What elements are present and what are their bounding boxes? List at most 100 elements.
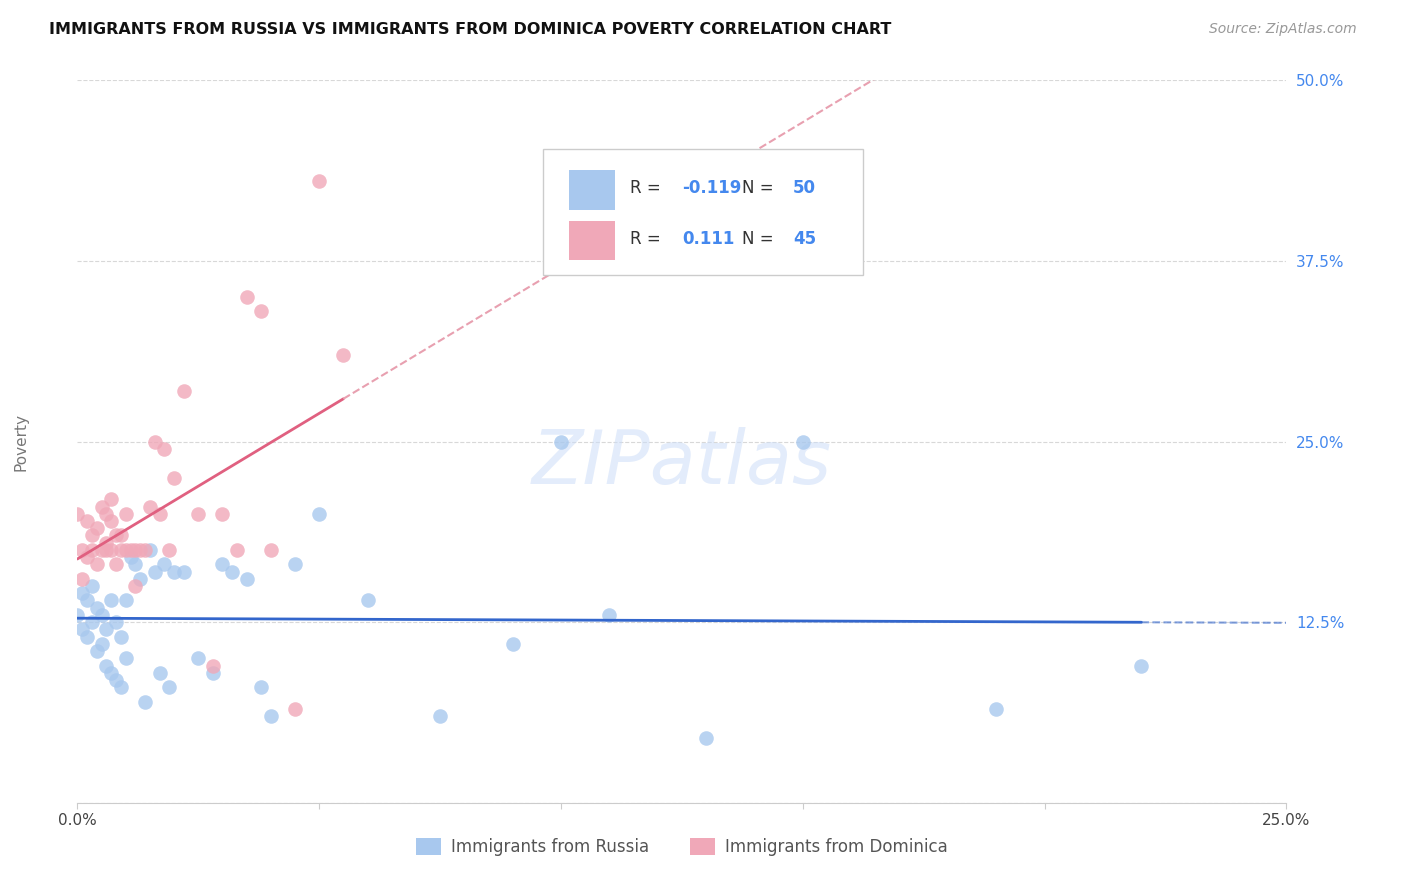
FancyBboxPatch shape (569, 220, 616, 260)
Point (143, 565, 166, 579)
Point (260, 542, 283, 557)
Point (86, 600, 108, 615)
Point (356, 593, 378, 607)
Point (143, 434, 166, 449)
Point (100, 514, 122, 528)
Point (235, 572, 257, 586)
Point (211, 507, 233, 521)
Point (124, 558, 146, 572)
Point (260, 709, 283, 723)
Point (114, 507, 136, 521)
Point (187, 507, 209, 521)
Point (114, 593, 136, 607)
Point (70, 623, 93, 637)
FancyBboxPatch shape (543, 149, 863, 276)
Point (100, 492, 122, 507)
Text: R =: R = (630, 230, 666, 248)
FancyBboxPatch shape (569, 170, 616, 210)
Point (76, 514, 98, 528)
Point (90, 500, 112, 514)
Point (86, 644, 108, 658)
Point (80, 615, 103, 630)
Point (70, 572, 93, 586)
Text: N =: N = (742, 230, 779, 248)
Point (110, 680, 132, 694)
Point (120, 542, 142, 557)
Point (96, 507, 118, 521)
Point (308, 174, 330, 188)
Point (124, 579, 146, 593)
Point (129, 542, 152, 557)
Point (110, 542, 132, 557)
Text: 45: 45 (793, 230, 817, 248)
Point (134, 695, 156, 709)
Point (308, 507, 330, 521)
Text: N =: N = (742, 179, 779, 197)
Point (1130, 658, 1153, 673)
Point (86, 521, 108, 535)
Point (96, 623, 118, 637)
Point (66, 507, 89, 521)
Y-axis label: Poverty: Poverty (14, 412, 28, 471)
Point (250, 304, 273, 318)
Point (86, 558, 108, 572)
Point (429, 709, 451, 723)
Text: 0.111: 0.111 (682, 230, 734, 248)
Point (100, 542, 122, 557)
Point (124, 542, 146, 557)
Point (100, 665, 122, 680)
Text: IMMIGRANTS FROM RUSSIA VS IMMIGRANTS FROM DOMINICA POVERTY CORRELATION CHART: IMMIGRANTS FROM RUSSIA VS IMMIGRANTS FRO… (49, 22, 891, 37)
Point (792, 434, 814, 449)
Point (148, 665, 170, 680)
Point (201, 665, 224, 680)
Text: R =: R = (630, 179, 666, 197)
Point (153, 558, 176, 572)
Point (90, 542, 112, 557)
Point (105, 558, 128, 572)
Point (134, 542, 156, 557)
Point (114, 542, 136, 557)
Point (153, 442, 176, 456)
Point (139, 500, 162, 514)
Point (105, 615, 128, 630)
Point (105, 673, 128, 687)
Point (148, 507, 170, 521)
Point (80, 542, 103, 557)
Point (76, 593, 98, 607)
Point (157, 542, 180, 557)
Point (90, 637, 112, 651)
Point (105, 528, 128, 542)
Point (110, 630, 132, 644)
Point (173, 565, 195, 579)
Point (550, 434, 572, 449)
Point (598, 607, 620, 622)
Point (80, 528, 103, 542)
Point (695, 731, 717, 745)
Point (76, 550, 98, 565)
Text: -0.119: -0.119 (682, 179, 741, 197)
Point (201, 658, 224, 673)
Point (120, 550, 142, 565)
Point (96, 542, 118, 557)
Point (173, 384, 195, 398)
Point (235, 290, 257, 304)
Point (70, 586, 93, 600)
Point (332, 348, 354, 362)
Point (163, 565, 186, 579)
Point (76, 630, 98, 644)
Point (96, 658, 118, 673)
Text: Source: ZipAtlas.com: Source: ZipAtlas.com (1209, 22, 1357, 37)
Text: ZIPatlas: ZIPatlas (531, 427, 832, 500)
Point (90, 607, 112, 622)
Point (80, 579, 103, 593)
Point (221, 565, 243, 579)
Point (139, 542, 162, 557)
Point (226, 542, 249, 557)
Point (110, 528, 132, 542)
Point (129, 572, 152, 586)
Point (986, 702, 1008, 716)
Point (284, 558, 307, 572)
Point (502, 637, 524, 651)
Point (211, 558, 233, 572)
Point (70, 542, 93, 557)
